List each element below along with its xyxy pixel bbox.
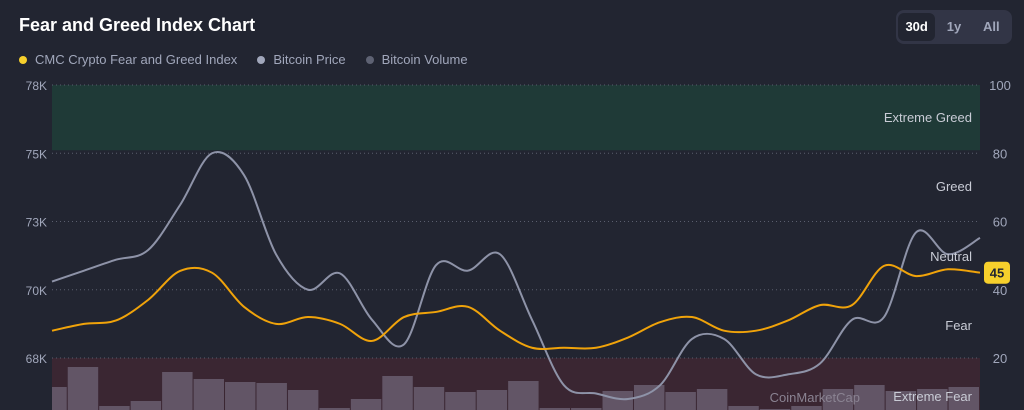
volume-bar xyxy=(728,406,759,410)
right-tick-label: 20 xyxy=(993,351,1007,366)
legend-label: Bitcoin Price xyxy=(273,52,346,67)
chart-legend: CMC Crypto Fear and Greed Index Bitcoin … xyxy=(19,52,468,67)
legend-label: Bitcoin Volume xyxy=(381,52,468,67)
volume-bar xyxy=(791,406,822,410)
volume-bar xyxy=(854,385,885,410)
volume-bar xyxy=(413,387,445,410)
left-tick-label: 78K xyxy=(26,79,47,93)
volume-bar xyxy=(665,392,696,410)
volume-bar xyxy=(193,379,225,410)
right-tick-label: 60 xyxy=(993,215,1007,230)
volume-bar xyxy=(225,382,256,410)
volume-bar xyxy=(948,387,979,410)
volume-bar xyxy=(256,383,287,410)
zone-label: Greed xyxy=(936,179,972,194)
volume-bar xyxy=(287,390,319,410)
volume-bar xyxy=(319,408,350,410)
legend-item-index[interactable]: CMC Crypto Fear and Greed Index xyxy=(19,52,237,67)
zone-label: Neutral xyxy=(930,249,972,264)
current-value-text: 45 xyxy=(990,266,1004,281)
range-1y-button[interactable]: 1y xyxy=(946,19,962,34)
gray-dot-icon xyxy=(257,55,266,64)
volume-bar xyxy=(917,389,948,410)
volume-bar xyxy=(602,391,633,410)
range-30d-button[interactable]: 30d xyxy=(898,13,936,41)
right-tick-label: 100 xyxy=(989,78,1011,93)
bitcoin-price-line xyxy=(51,151,981,401)
volume-bar xyxy=(539,408,571,410)
zone-label: Extreme Greed xyxy=(884,110,972,125)
volume-bar xyxy=(476,390,508,410)
watermark: CoinMarketCap xyxy=(770,390,860,405)
volume-bar xyxy=(99,406,130,410)
volume-bar xyxy=(696,389,728,410)
legend-label: CMC Crypto Fear and Greed Index xyxy=(35,52,238,67)
volume-bar xyxy=(508,381,539,410)
legend-item-price[interactable]: Bitcoin Price xyxy=(257,52,346,67)
fear-greed-index-line xyxy=(51,263,981,351)
volume-bar xyxy=(822,389,854,410)
volume-bar xyxy=(445,392,476,410)
page-title: Fear and Greed Index Chart xyxy=(19,15,256,35)
legend-item-volume[interactable]: Bitcoin Volume xyxy=(365,52,468,67)
volume-bar xyxy=(67,367,99,410)
current-value-badge xyxy=(984,261,1010,284)
extreme-greed-zone xyxy=(52,85,980,151)
yellow-dot-icon xyxy=(19,55,27,64)
zone-label: Fear xyxy=(945,318,972,333)
volume-bar xyxy=(382,376,413,410)
volume-bar xyxy=(571,408,602,410)
range-all-button[interactable]: All xyxy=(983,19,1000,34)
dark-dot-icon xyxy=(365,55,374,64)
volume-bar xyxy=(885,391,917,410)
left-tick-label: 73K xyxy=(26,216,47,230)
range-selector: 30d 1y All xyxy=(896,10,1012,44)
volume-bar xyxy=(350,399,382,410)
zone-label: Extreme Fear xyxy=(893,389,972,404)
right-tick-label: 80 xyxy=(993,146,1007,161)
left-tick-label: 75K xyxy=(26,147,47,161)
volume-bar xyxy=(130,401,162,410)
volume-bar xyxy=(162,372,193,410)
left-tick-label: 70K xyxy=(26,284,47,298)
left-tick-label: 68K xyxy=(26,352,47,366)
volume-bar xyxy=(52,387,67,410)
right-tick-label: 40 xyxy=(993,283,1007,298)
